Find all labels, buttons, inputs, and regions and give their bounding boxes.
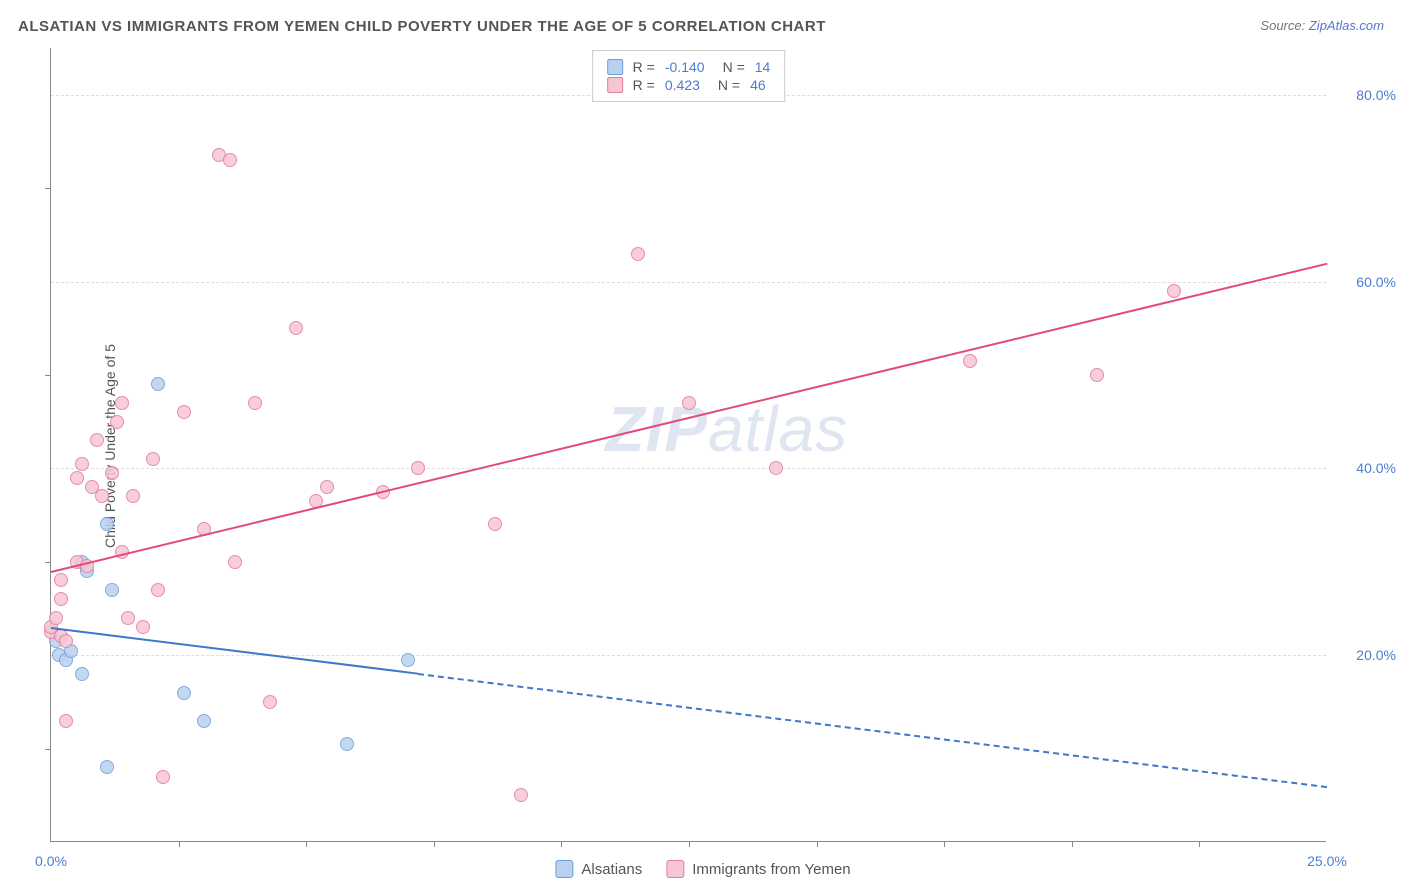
data-point — [514, 788, 528, 802]
data-point — [59, 714, 73, 728]
legend-swatch — [666, 860, 684, 878]
y-tick-label: 20.0% — [1336, 647, 1396, 663]
legend-series-item: Immigrants from Yemen — [666, 860, 850, 878]
r-value: 0.423 — [665, 77, 700, 93]
n-label: N = — [723, 59, 745, 75]
x-minor-tick — [1072, 841, 1073, 847]
x-minor-tick — [306, 841, 307, 847]
x-tick-label: 25.0% — [1307, 853, 1347, 869]
data-point — [177, 405, 191, 419]
data-point — [156, 770, 170, 784]
source-link[interactable]: ZipAtlas.com — [1309, 18, 1384, 33]
y-minor-tick — [45, 749, 51, 750]
x-minor-tick — [944, 841, 945, 847]
gridline-h — [51, 655, 1326, 656]
source-label: Source: ZipAtlas.com — [1260, 18, 1384, 33]
data-point — [197, 714, 211, 728]
data-point — [1167, 284, 1181, 298]
x-minor-tick — [689, 841, 690, 847]
r-label: R = — [633, 59, 655, 75]
legend-stat-row: R = -0.140 N = 14 — [607, 59, 771, 75]
x-tick-label: 0.0% — [35, 853, 67, 869]
x-minor-tick — [817, 841, 818, 847]
data-point — [146, 452, 160, 466]
data-point — [100, 760, 114, 774]
data-point — [401, 653, 415, 667]
watermark-thin: atlas — [708, 393, 848, 465]
data-point — [248, 396, 262, 410]
data-point — [100, 517, 114, 531]
legend-stat-row: R = 0.423 N = 46 — [607, 77, 771, 93]
y-tick-label: 60.0% — [1336, 274, 1396, 290]
data-point — [289, 321, 303, 335]
chart-title: ALSATIAN VS IMMIGRANTS FROM YEMEN CHILD … — [18, 18, 826, 35]
data-point — [70, 471, 84, 485]
r-value: -0.140 — [665, 59, 705, 75]
data-point — [49, 611, 63, 625]
data-point — [682, 396, 696, 410]
data-point — [75, 667, 89, 681]
x-minor-tick — [561, 841, 562, 847]
n-value: 46 — [750, 77, 766, 93]
data-point — [54, 573, 68, 587]
x-minor-tick — [1199, 841, 1200, 847]
data-point — [136, 620, 150, 634]
data-point — [75, 457, 89, 471]
data-point — [177, 686, 191, 700]
data-point — [228, 555, 242, 569]
data-point — [223, 153, 237, 167]
data-point — [411, 461, 425, 475]
legend-series-label: Alsatians — [581, 861, 642, 878]
data-point — [769, 461, 783, 475]
data-point — [1090, 368, 1104, 382]
data-point — [126, 489, 140, 503]
trend-line-dashed — [418, 673, 1327, 788]
data-point — [90, 433, 104, 447]
data-point — [263, 695, 277, 709]
r-label: R = — [633, 77, 655, 93]
gridline-h — [51, 468, 1326, 469]
data-point — [59, 634, 73, 648]
legend-swatch — [555, 860, 573, 878]
data-point — [105, 583, 119, 597]
data-point — [963, 354, 977, 368]
y-minor-tick — [45, 188, 51, 189]
trend-line-solid — [51, 263, 1327, 573]
legend-swatch — [607, 77, 623, 93]
source-prefix: Source: — [1260, 18, 1305, 33]
y-tick-label: 40.0% — [1336, 460, 1396, 476]
x-minor-tick — [179, 841, 180, 847]
data-point — [151, 583, 165, 597]
data-point — [110, 415, 124, 429]
gridline-h — [51, 282, 1326, 283]
plot-area: ZIPatlas R =-0.140N =14R =0.423N =46 20.… — [50, 48, 1326, 842]
data-point — [105, 466, 119, 480]
data-point — [95, 489, 109, 503]
data-point — [54, 592, 68, 606]
legend-swatch — [607, 59, 623, 75]
data-point — [115, 396, 129, 410]
data-point — [151, 377, 165, 391]
data-point — [340, 737, 354, 751]
legend-stats: R = -0.140 N = 14 R = 0.423 N = 46 — [592, 50, 786, 102]
legend-series-item: Alsatians — [555, 860, 642, 878]
n-value: 14 — [755, 59, 771, 75]
x-minor-tick — [434, 841, 435, 847]
y-minor-tick — [45, 375, 51, 376]
legend-series-label: Immigrants from Yemen — [692, 861, 850, 878]
data-point — [121, 611, 135, 625]
n-label: N = — [718, 77, 740, 93]
trend-line-solid — [51, 627, 419, 675]
y-tick-label: 80.0% — [1336, 87, 1396, 103]
data-point — [631, 247, 645, 261]
legend-series: Alsatians Immigrants from Yemen — [555, 860, 850, 878]
data-point — [320, 480, 334, 494]
chart-container: ALSATIAN VS IMMIGRANTS FROM YEMEN CHILD … — [0, 0, 1406, 892]
y-minor-tick — [45, 562, 51, 563]
data-point — [488, 517, 502, 531]
